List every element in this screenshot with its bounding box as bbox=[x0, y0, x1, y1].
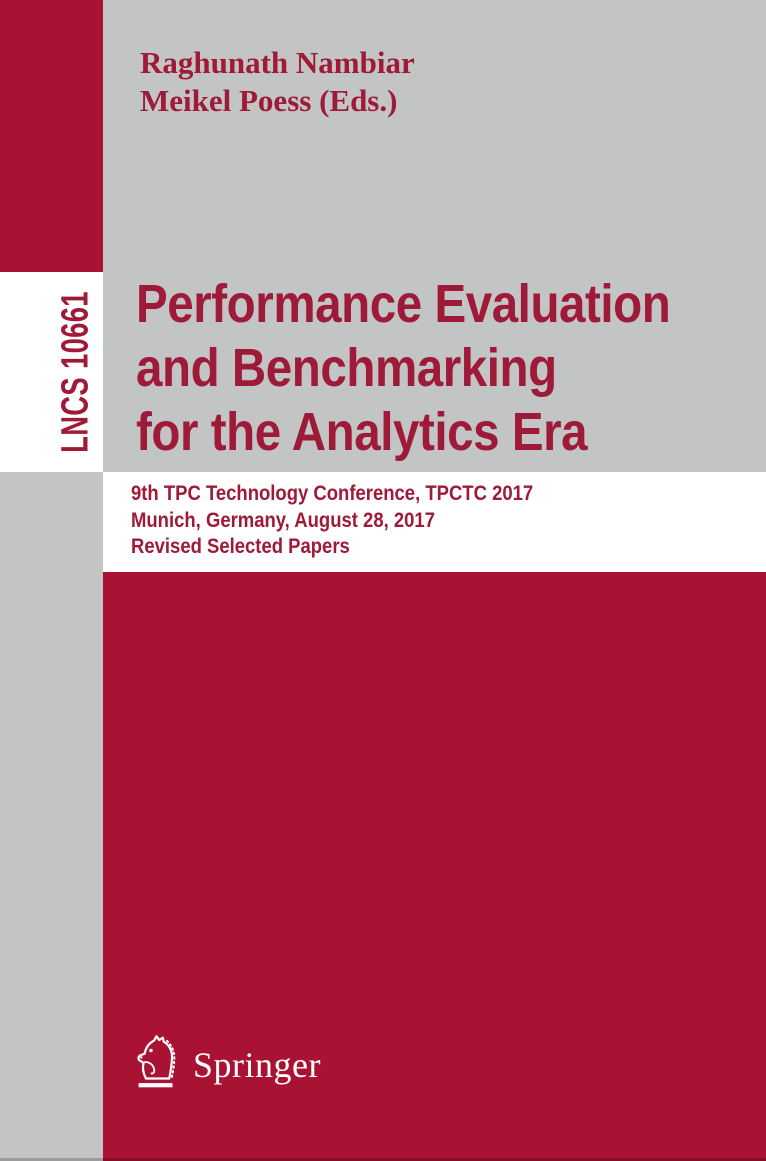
bottom-edge-shadow bbox=[0, 1158, 766, 1161]
subtitle-line-1: 9th TPC Technology Conference, TPCTC 201… bbox=[131, 482, 534, 505]
subtitle-block: 9th TPC Technology Conference, TPCTC 201… bbox=[131, 481, 533, 561]
series-box: LNCS 10661 bbox=[0, 272, 103, 472]
top-left-red-block bbox=[0, 0, 103, 272]
book-title: Performance Evaluation and Benchmarking … bbox=[136, 272, 671, 464]
header-gray-panel bbox=[103, 0, 766, 472]
series-label: LNCS 10661 bbox=[54, 291, 96, 453]
publisher-name: Springer bbox=[193, 1045, 321, 1085]
left-gray-sidebar bbox=[0, 472, 103, 1161]
authors-block: Raghunath Nambiar Meikel Poess (Eds.) bbox=[140, 44, 415, 120]
springer-horse-icon bbox=[134, 1034, 178, 1090]
title-line-2: and Benchmarking bbox=[136, 338, 557, 398]
subtitle-line-3: Revised Selected Papers bbox=[131, 535, 350, 558]
title-line-1: Performance Evaluation bbox=[136, 274, 671, 334]
subtitle-line-2: Munich, Germany, August 28, 2017 bbox=[131, 508, 435, 532]
publisher-logo: Springer bbox=[134, 1034, 321, 1090]
subtitle-white-band bbox=[103, 472, 766, 572]
title-line-3: for the Analytics Era bbox=[136, 402, 588, 462]
author-name-2: Meikel Poess (Eds.) bbox=[140, 83, 398, 118]
author-name-1: Raghunath Nambiar bbox=[140, 45, 415, 80]
red-body-panel bbox=[103, 572, 766, 1161]
